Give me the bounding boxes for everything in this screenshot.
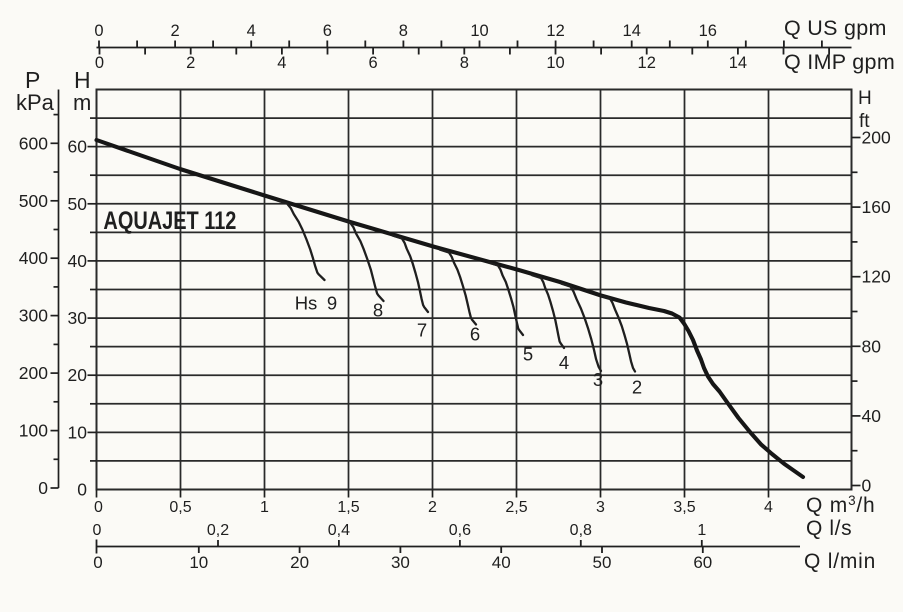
svg-text:0: 0 xyxy=(38,478,48,498)
svg-text:ft: ft xyxy=(859,111,870,132)
svg-text:4: 4 xyxy=(277,54,286,72)
svg-text:0: 0 xyxy=(95,54,104,72)
svg-text:0: 0 xyxy=(94,499,103,516)
svg-text:2: 2 xyxy=(632,376,642,397)
svg-text:Hs: Hs xyxy=(295,293,318,314)
svg-text:16: 16 xyxy=(699,22,717,40)
svg-text:200: 200 xyxy=(862,128,891,148)
svg-text:10: 10 xyxy=(68,422,88,442)
svg-text:8: 8 xyxy=(373,300,383,321)
svg-text:1: 1 xyxy=(260,499,269,516)
svg-text:4: 4 xyxy=(764,499,773,516)
svg-text:0: 0 xyxy=(94,22,103,40)
svg-text:14: 14 xyxy=(729,54,747,72)
svg-text:1,5: 1,5 xyxy=(337,499,359,516)
svg-text:120: 120 xyxy=(862,267,891,287)
svg-text:H: H xyxy=(74,67,91,93)
svg-text:80: 80 xyxy=(862,336,882,356)
svg-text:4: 4 xyxy=(247,22,256,40)
svg-text:40: 40 xyxy=(68,251,88,271)
svg-text:Q m3/h: Q m3/h xyxy=(806,493,876,517)
svg-text:100: 100 xyxy=(19,421,48,441)
svg-text:10: 10 xyxy=(546,54,564,72)
svg-text:5: 5 xyxy=(523,344,533,365)
svg-text:6: 6 xyxy=(369,54,378,72)
svg-text:1: 1 xyxy=(697,522,706,539)
svg-text:2: 2 xyxy=(428,499,437,516)
svg-text:200: 200 xyxy=(19,363,48,383)
svg-text:0: 0 xyxy=(93,553,102,572)
svg-text:12: 12 xyxy=(638,54,656,72)
svg-text:400: 400 xyxy=(19,248,48,268)
svg-text:160: 160 xyxy=(862,197,891,217)
svg-text:60: 60 xyxy=(68,137,88,157)
svg-text:8: 8 xyxy=(399,22,408,40)
svg-text:12: 12 xyxy=(546,22,564,40)
svg-text:m: m xyxy=(73,90,91,115)
svg-text:Q l/s: Q l/s xyxy=(806,517,852,540)
svg-text:30: 30 xyxy=(68,308,88,328)
svg-text:6: 6 xyxy=(323,22,332,40)
svg-text:H: H xyxy=(858,88,872,109)
svg-text:2,5: 2,5 xyxy=(505,499,527,516)
svg-text:9: 9 xyxy=(327,293,337,314)
svg-text:600: 600 xyxy=(19,133,48,153)
svg-text:7: 7 xyxy=(417,320,427,341)
svg-text:10: 10 xyxy=(470,22,488,40)
svg-text:2: 2 xyxy=(171,22,180,40)
svg-text:40: 40 xyxy=(862,406,882,426)
svg-text:50: 50 xyxy=(68,194,88,214)
svg-text:3,5: 3,5 xyxy=(673,499,695,516)
svg-text:Q l/min: Q l/min xyxy=(804,550,876,573)
svg-text:500: 500 xyxy=(19,191,48,211)
svg-text:20: 20 xyxy=(68,365,88,385)
svg-text:2: 2 xyxy=(186,54,195,72)
svg-text:30: 30 xyxy=(391,553,410,572)
svg-text:0: 0 xyxy=(77,480,87,500)
svg-text:8: 8 xyxy=(460,54,469,72)
svg-text:3: 3 xyxy=(593,369,603,390)
svg-text:6: 6 xyxy=(470,324,480,345)
svg-text:40: 40 xyxy=(492,553,511,572)
svg-text:60: 60 xyxy=(693,553,712,572)
svg-text:0: 0 xyxy=(93,522,102,539)
svg-text:AQUAJET 112: AQUAJET 112 xyxy=(103,208,236,235)
svg-text:0,4: 0,4 xyxy=(328,522,350,539)
svg-text:Q US gpm: Q US gpm xyxy=(784,16,887,40)
svg-text:10: 10 xyxy=(189,553,208,572)
svg-text:20: 20 xyxy=(290,553,309,572)
svg-text:Q IMP gpm: Q IMP gpm xyxy=(784,50,895,74)
svg-text:0,8: 0,8 xyxy=(570,522,592,539)
svg-text:0,5: 0,5 xyxy=(169,499,191,516)
svg-text:kPa: kPa xyxy=(16,90,55,115)
svg-text:4: 4 xyxy=(559,352,569,373)
svg-text:P: P xyxy=(25,67,40,93)
svg-text:14: 14 xyxy=(623,22,641,40)
svg-text:50: 50 xyxy=(593,553,612,572)
svg-text:3: 3 xyxy=(596,499,605,516)
svg-text:300: 300 xyxy=(19,306,48,326)
svg-text:0,2: 0,2 xyxy=(207,522,229,539)
svg-text:0,6: 0,6 xyxy=(449,522,471,539)
svg-text:0: 0 xyxy=(862,476,872,496)
